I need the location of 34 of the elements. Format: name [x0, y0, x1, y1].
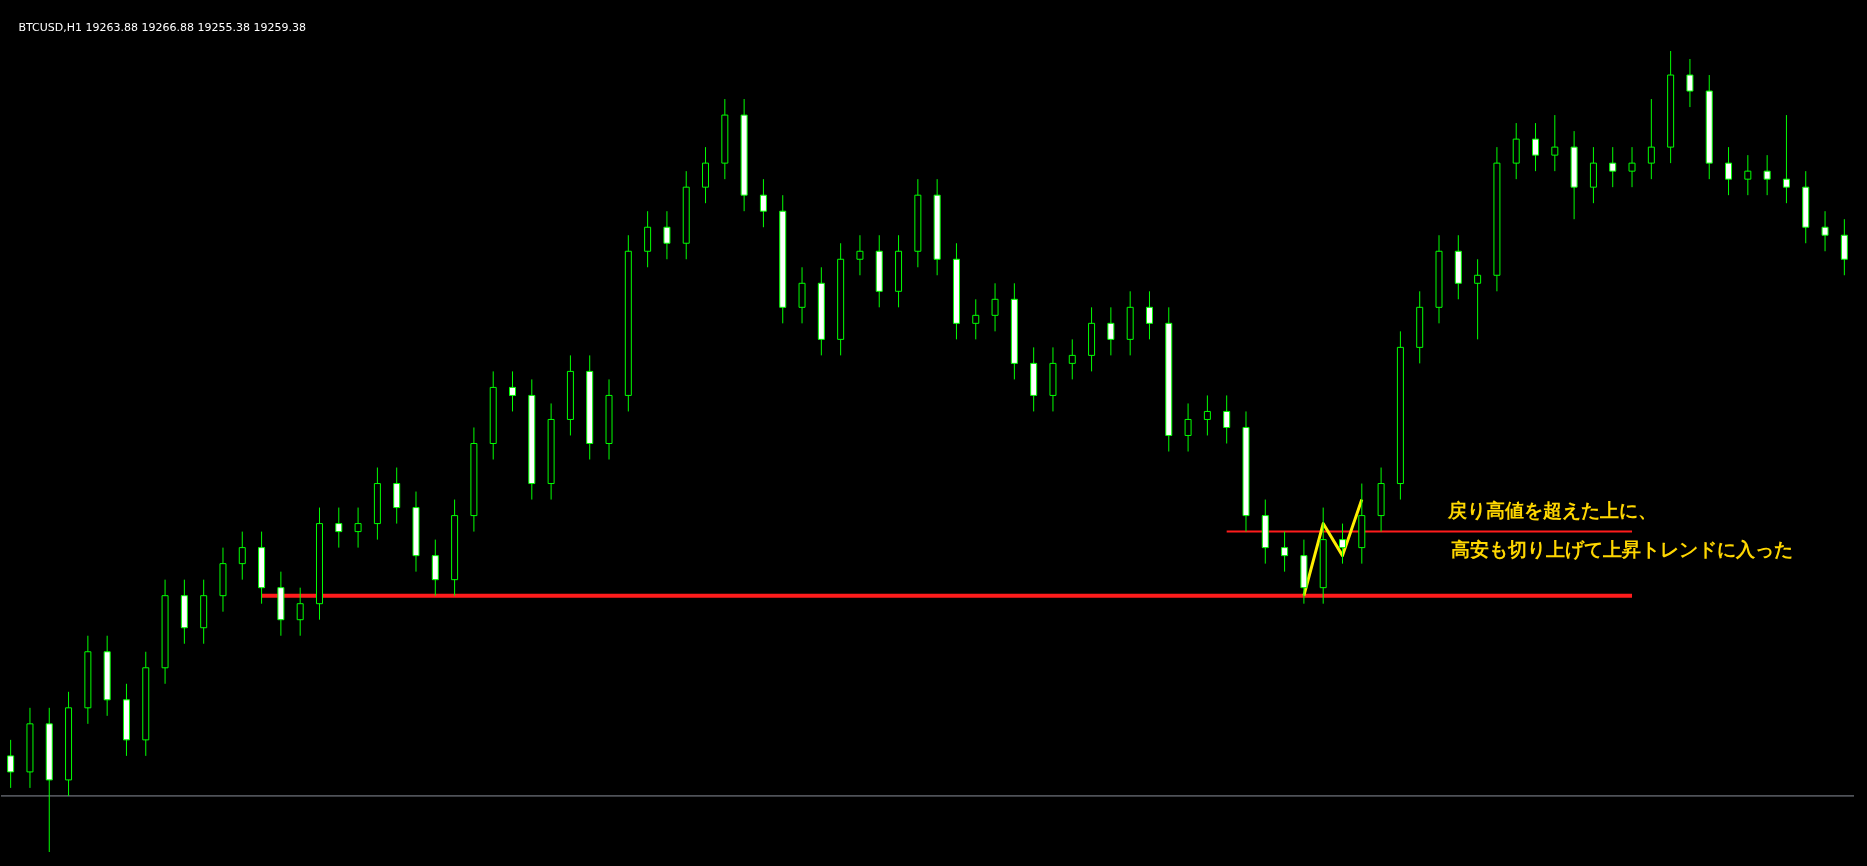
- candlestick: [1281, 531, 1289, 573]
- candlestick: [7, 739, 15, 789]
- candlestick: [335, 507, 343, 549]
- candlestick: [856, 234, 864, 276]
- candlestick: [1223, 394, 1231, 444]
- candlestick: [1725, 146, 1733, 196]
- candlestick: [296, 587, 304, 637]
- candlestick: [1474, 258, 1482, 340]
- candlestick: [354, 507, 362, 549]
- candlestick: [759, 178, 767, 228]
- candlestick: [663, 210, 671, 260]
- candlestick: [238, 531, 246, 581]
- candlestick: [1184, 402, 1192, 452]
- candlestick: [1744, 154, 1752, 196]
- candlestick: [1763, 154, 1771, 196]
- candlestick: [1145, 290, 1153, 340]
- candlestick: [972, 298, 980, 340]
- candlestick: [1532, 122, 1540, 172]
- chart-title: BTCUSD,H1 19263.88 19266.88 19255.38 19259.38: [18, 21, 307, 34]
- candlestick: [1107, 306, 1115, 356]
- candlestick: [1068, 338, 1076, 380]
- candlestick: [1647, 98, 1655, 180]
- candlestick: [1628, 146, 1636, 188]
- candlestick: [1338, 523, 1346, 565]
- candlestick: [1686, 58, 1694, 108]
- candlestick: [1203, 394, 1211, 436]
- candlestick: [991, 282, 999, 332]
- candlestick: [1551, 114, 1559, 172]
- candlestick: [509, 370, 517, 412]
- annotation: 戻り高値を超えた上に、: [1447, 499, 1657, 521]
- annotation: 高安も切り上げて上昇トレンドに入った: [1451, 538, 1793, 560]
- candlestick: [1782, 114, 1790, 204]
- candlestick: [1609, 146, 1617, 188]
- candlestick: [1821, 210, 1829, 252]
